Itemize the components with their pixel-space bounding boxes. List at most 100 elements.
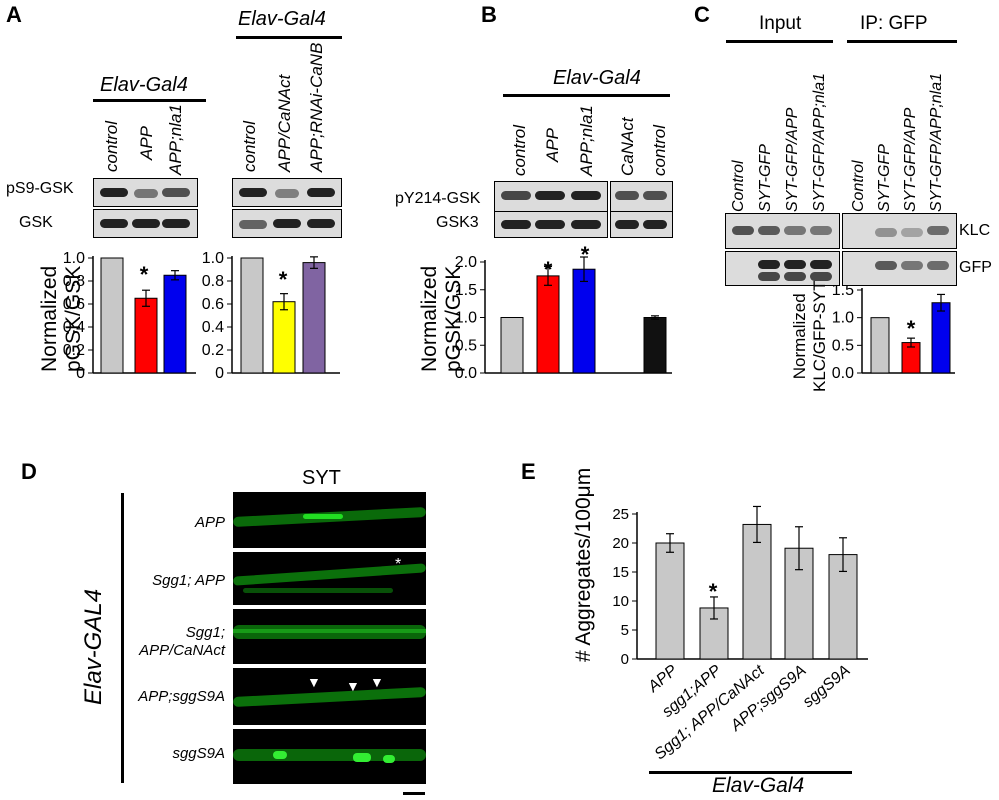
y-tick-label: 0.2 bbox=[63, 342, 85, 359]
bar bbox=[134, 297, 158, 374]
genotype-label: CaNAct bbox=[618, 117, 637, 176]
panel-b-underline bbox=[503, 94, 670, 97]
y-tick-label: 1.0 bbox=[455, 310, 477, 327]
micrograph-label: Sgg1; APP/CaNAct bbox=[139, 624, 225, 659]
panel-label-d: D bbox=[21, 459, 37, 484]
panel-e-underline bbox=[649, 771, 852, 774]
panel-b-header: Elav-Gal4 bbox=[553, 67, 641, 89]
scale-bar bbox=[403, 792, 425, 795]
panel-a-right-underline bbox=[236, 36, 342, 39]
western-blot bbox=[232, 209, 342, 238]
genotype-label: SYT-GFP/APP;nla1 bbox=[928, 72, 945, 212]
panel-c-ylabel: Normalized KLC/GFP-SYT bbox=[790, 281, 830, 392]
western-blot bbox=[725, 213, 840, 249]
panel-label-b: B bbox=[481, 2, 497, 27]
bar bbox=[572, 268, 596, 374]
western-blot bbox=[725, 251, 840, 286]
ylabel-line: Normalized bbox=[790, 293, 809, 380]
micrograph-label: Sgg1; APP bbox=[152, 572, 225, 589]
micrograph-asterisk: * bbox=[395, 556, 402, 573]
genotype-label: SYT-GFP/APP bbox=[784, 107, 801, 212]
y-tick-label: 0.8 bbox=[63, 273, 85, 290]
y-tick-label: 10 bbox=[612, 593, 629, 610]
western-blot bbox=[494, 211, 608, 238]
micrograph-image: ▼ ▼ ▼ bbox=[233, 668, 426, 725]
y-tick-label: 1.0 bbox=[202, 250, 224, 267]
micrograph-label: APP bbox=[194, 514, 225, 531]
bar bbox=[536, 275, 560, 374]
micrograph-image: * bbox=[233, 552, 426, 605]
blot-row-label: GSK3 bbox=[436, 214, 479, 231]
significance-asterisk: * bbox=[907, 316, 916, 341]
significance-asterisk: * bbox=[544, 257, 553, 282]
genotype-label: Control bbox=[730, 160, 747, 212]
bar bbox=[655, 542, 685, 660]
panel-label-c: C bbox=[694, 2, 710, 27]
genotype-label: SYT-GFP bbox=[876, 144, 893, 212]
panel-c-input-header: Input bbox=[759, 13, 802, 34]
significance-asterisk: * bbox=[279, 267, 288, 292]
western-blot bbox=[610, 181, 673, 212]
panel-a-left-underline bbox=[93, 99, 206, 102]
y-tick-label: 0 bbox=[215, 365, 224, 382]
western-blot bbox=[610, 211, 673, 238]
western-blot bbox=[842, 213, 957, 249]
panel-e-footer: Elav-Gal4 bbox=[712, 774, 805, 797]
y-tick-label: 0.8 bbox=[202, 273, 224, 290]
micrograph-image bbox=[233, 729, 426, 784]
blot-row-label: KLC bbox=[959, 222, 991, 239]
ylabel-line: KLC/GFP-SYT bbox=[810, 280, 829, 392]
y-tick-label: 15 bbox=[612, 564, 629, 581]
y-tick-label: 0.0 bbox=[455, 365, 477, 382]
western-blot bbox=[93, 178, 198, 207]
micrograph-label: sggS9A bbox=[172, 745, 225, 762]
bar bbox=[163, 274, 187, 374]
y-tick-label: 0.4 bbox=[202, 319, 224, 336]
blot-row-label: GFP bbox=[959, 259, 992, 276]
panel-a-right-header: Elav-Gal4 bbox=[238, 8, 326, 30]
y-tick-label: 0.2 bbox=[202, 342, 224, 359]
western-blot bbox=[232, 178, 342, 207]
ylabel-line: Normalized bbox=[418, 265, 441, 372]
y-tick-label: 0.6 bbox=[202, 296, 224, 313]
y-tick-label: 20 bbox=[612, 535, 629, 552]
genotype-label: SYT-GFP/APP bbox=[902, 107, 919, 212]
panel-c-ip-underline bbox=[847, 40, 957, 43]
panel-a-left-header: Elav-Gal4 bbox=[100, 74, 188, 96]
arrowhead-icon: ▼ bbox=[307, 674, 321, 690]
y-tick-label: 1.5 bbox=[455, 282, 477, 299]
y-tick-label: 1.0 bbox=[63, 250, 85, 267]
bar bbox=[100, 257, 124, 374]
x-category-label: sggS9A bbox=[800, 662, 854, 711]
micrograph-label: APP;sggS9A bbox=[138, 688, 225, 705]
bar bbox=[272, 301, 296, 374]
genotype-label: APP bbox=[543, 127, 562, 162]
genotype-label: control bbox=[510, 124, 529, 176]
y-tick-label: 1.5 bbox=[832, 282, 854, 299]
significance-asterisk: * bbox=[140, 262, 149, 287]
genotype-label: APP;nla1 bbox=[577, 105, 596, 176]
bar bbox=[302, 262, 326, 374]
genotype-label: SYT-GFP/APP;nla1 bbox=[811, 72, 828, 212]
panel-d-stain-label: SYT bbox=[302, 467, 341, 489]
blot-row-label: pY214-GSK bbox=[395, 190, 481, 207]
x-category-label: APP bbox=[644, 662, 680, 696]
genotype-label: Control bbox=[850, 160, 867, 212]
genotype-label: SYT-GFP bbox=[757, 144, 774, 212]
western-blot bbox=[842, 251, 957, 286]
genotype-label: control bbox=[650, 124, 669, 176]
panel-label-e: E bbox=[521, 459, 536, 484]
y-tick-label: 0.5 bbox=[832, 337, 854, 354]
blot-row-label: GSK bbox=[19, 214, 53, 231]
y-tick-label: 0 bbox=[621, 651, 629, 668]
bar bbox=[240, 257, 264, 374]
western-blot bbox=[93, 209, 198, 238]
y-tick-label: 0 bbox=[76, 365, 85, 382]
bar bbox=[643, 317, 667, 374]
bar bbox=[500, 317, 524, 374]
y-tick-label: 0.4 bbox=[63, 319, 85, 336]
arrowhead-icon: ▼ bbox=[346, 678, 360, 694]
blot-row-label: pS9-GSK bbox=[6, 180, 74, 197]
y-tick-label: 0.5 bbox=[455, 337, 477, 354]
